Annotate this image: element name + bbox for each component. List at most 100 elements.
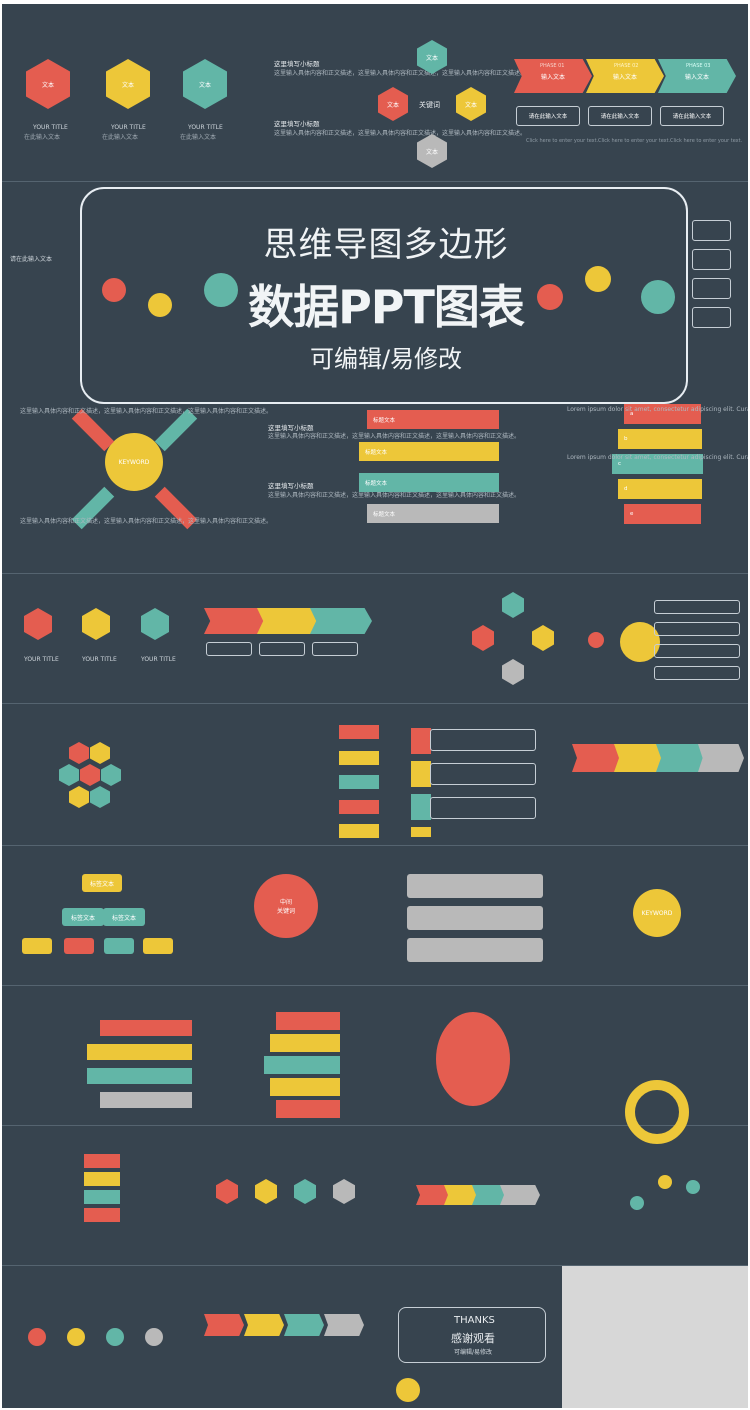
your-title-label-2: YOUR TITLE — [111, 124, 146, 131]
vertical-chevron-1 — [411, 728, 431, 754]
process-hex-1 — [216, 1179, 238, 1204]
subtitle-1: 这里填写小标题 — [274, 60, 320, 68]
small-phase-box-3 — [312, 642, 358, 656]
right-side-box-3 — [692, 278, 731, 299]
org-bottom-2 — [64, 938, 94, 954]
click-here-2: Click here to enter your text. — [598, 138, 671, 144]
body-text-1: 在此输入文本 — [24, 134, 61, 141]
process-hex-4 — [333, 1179, 355, 1204]
keyword-cross-center: KEYWORD — [105, 433, 163, 491]
hero-dot-teal-right — [641, 280, 675, 314]
cross-left-text-top: 这里输入具体内容和正文描述，这里输入具体内容和正文描述，这里输入具体内容和正文描… — [20, 408, 273, 415]
mindmap-branch-4 — [654, 666, 740, 680]
keyword-center-label: 关键词 — [419, 101, 440, 109]
small-keyword-cross-center: KEYWORD — [633, 889, 681, 937]
band-1 — [2, 4, 748, 182]
thanks-card — [398, 1307, 546, 1363]
small-title-1: YOUR TITLE — [24, 656, 59, 663]
slide-preview-sheet: 文本 文本 文本 YOUR TITLE YOUR TITLE YOUR TITL… — [2, 4, 748, 1408]
flow-circle-2 — [67, 1328, 85, 1346]
branch-flag-5 — [339, 824, 379, 838]
honeycomb-7 — [90, 786, 110, 808]
chinese-body-2: 这里输入具体内容和正文描述，这里输入具体内容和正文描述，这里输入具体内容和正文描… — [274, 130, 527, 137]
left-arrow-bar-2: 标题文本 — [359, 442, 499, 461]
small-phase-arrow-2 — [257, 608, 319, 634]
vertical-chevron-2 — [411, 761, 431, 787]
arrow-stack-2 — [87, 1044, 192, 1060]
chinese-body-1: 这里输入具体内容和正文描述，这里输入具体内容和正文描述，这里输入具体内容和正文描… — [274, 70, 527, 77]
left-side-label: 请在此输入文本 — [10, 256, 53, 263]
letter-bar-c: c — [612, 454, 703, 474]
chevron-box-3 — [430, 797, 536, 819]
fold-bar-b — [270, 1034, 340, 1052]
chevron-box-2 — [430, 763, 536, 785]
honeycomb-4 — [80, 764, 100, 786]
hero-dot-red-left — [102, 278, 126, 302]
fold-bar-a — [276, 1012, 340, 1030]
step-arrow-2 — [614, 744, 664, 772]
hero-title-line-2: 数据PPT图表 — [248, 280, 525, 334]
phase-label-2: PHASE 02 — [614, 63, 639, 69]
mindmap-branch-1 — [654, 600, 740, 614]
bottom-arrow-2 — [244, 1314, 284, 1336]
arrow-section-subtitle-2: 这里填写小标题 — [268, 482, 314, 490]
phase-arrow-1: 输入文本 — [514, 59, 592, 93]
branch-flag-4 — [339, 800, 379, 814]
nested-row-2 — [407, 906, 543, 930]
cycle-hex-bottom: 文本 — [417, 134, 447, 168]
hero-title-card: 思维导图多边形 数据PPT图表 可编辑/易修改 — [80, 187, 688, 404]
org-bottom-4 — [143, 938, 173, 954]
hero-title-line-3: 可编辑/易修改 — [309, 345, 463, 373]
phase-box-3: 请在此输入文本 — [660, 106, 724, 126]
bottom-arrow-4 — [324, 1314, 364, 1336]
org-mid-left: 标签文本 — [62, 908, 104, 926]
cross-left-text-bottom: 这里输入具体内容和正文描述，这里输入具体内容和正文描述，这里输入具体内容和正文描… — [20, 518, 273, 525]
node-1 — [630, 1196, 644, 1210]
stack-layer-2 — [84, 1172, 120, 1186]
arrow-section-body-1: 这里输入具体内容和正文描述，这里输入具体内容和正文描述，这里输入具体内容和正文描… — [268, 433, 521, 440]
left-arrow-bar-1: 标题文本 — [367, 410, 499, 429]
arrow-stack-3 — [87, 1068, 192, 1084]
subtitle-2: 这里填写小标题 — [274, 120, 320, 128]
thanks-cn: 感谢观看 — [451, 1332, 495, 1345]
mindmap-start-node — [588, 632, 604, 648]
mindmap-branch-3 — [654, 644, 740, 658]
small-phase-arrow-1 — [204, 608, 266, 634]
org-top: 标签文本 — [82, 874, 122, 892]
right-side-box-4 — [692, 307, 731, 328]
node-2 — [658, 1175, 672, 1189]
vertical-chevron-3 — [411, 794, 431, 820]
arrow-stack-4 — [100, 1092, 192, 1108]
hero-title-line-1: 思维导图多边形 — [263, 225, 509, 265]
honeycomb-1 — [69, 742, 89, 764]
branch-flag-3 — [339, 775, 379, 789]
stack-layer-1 — [84, 1154, 120, 1168]
your-title-label-3: YOUR TITLE — [188, 124, 223, 131]
arrow-stack-1 — [100, 1020, 192, 1036]
nested-row-1 — [407, 874, 543, 898]
hexagon-red: 文本 — [26, 59, 70, 109]
right-side-box-1 — [692, 220, 731, 241]
phase-box-1: 请在此输入文本 — [516, 106, 580, 126]
body-text-3: 在此输入文本 — [180, 134, 217, 141]
fold-bar-d — [270, 1078, 340, 1096]
small-phase-arrow-3 — [310, 608, 372, 634]
org-mid-right: 标签文本 — [103, 908, 145, 926]
stack-layer-3 — [84, 1190, 120, 1204]
branch-flag-1 — [339, 725, 379, 739]
flow-circle-3 — [106, 1328, 124, 1346]
body-text-2: 在此输入文本 — [102, 134, 139, 141]
right-side-box-2 — [692, 249, 731, 270]
small-cycle-left — [472, 625, 494, 651]
band-3 — [2, 574, 748, 704]
lorem-text-right-1: Lorem ipsum dolor sit amet, consectetur … — [567, 406, 748, 413]
thanks-cross-center — [396, 1378, 420, 1402]
phase-arrow-2: 输入文本 — [586, 59, 664, 93]
bottom-arrow-3 — [284, 1314, 324, 1336]
flow-circle-4 — [145, 1328, 163, 1346]
hero-dot-red-right — [537, 284, 563, 310]
org-bottom-3 — [104, 938, 134, 954]
small-cycle-right — [532, 625, 554, 651]
small-title-3: YOUR TITLE — [141, 656, 176, 663]
rainbow-arc — [625, 1080, 689, 1144]
